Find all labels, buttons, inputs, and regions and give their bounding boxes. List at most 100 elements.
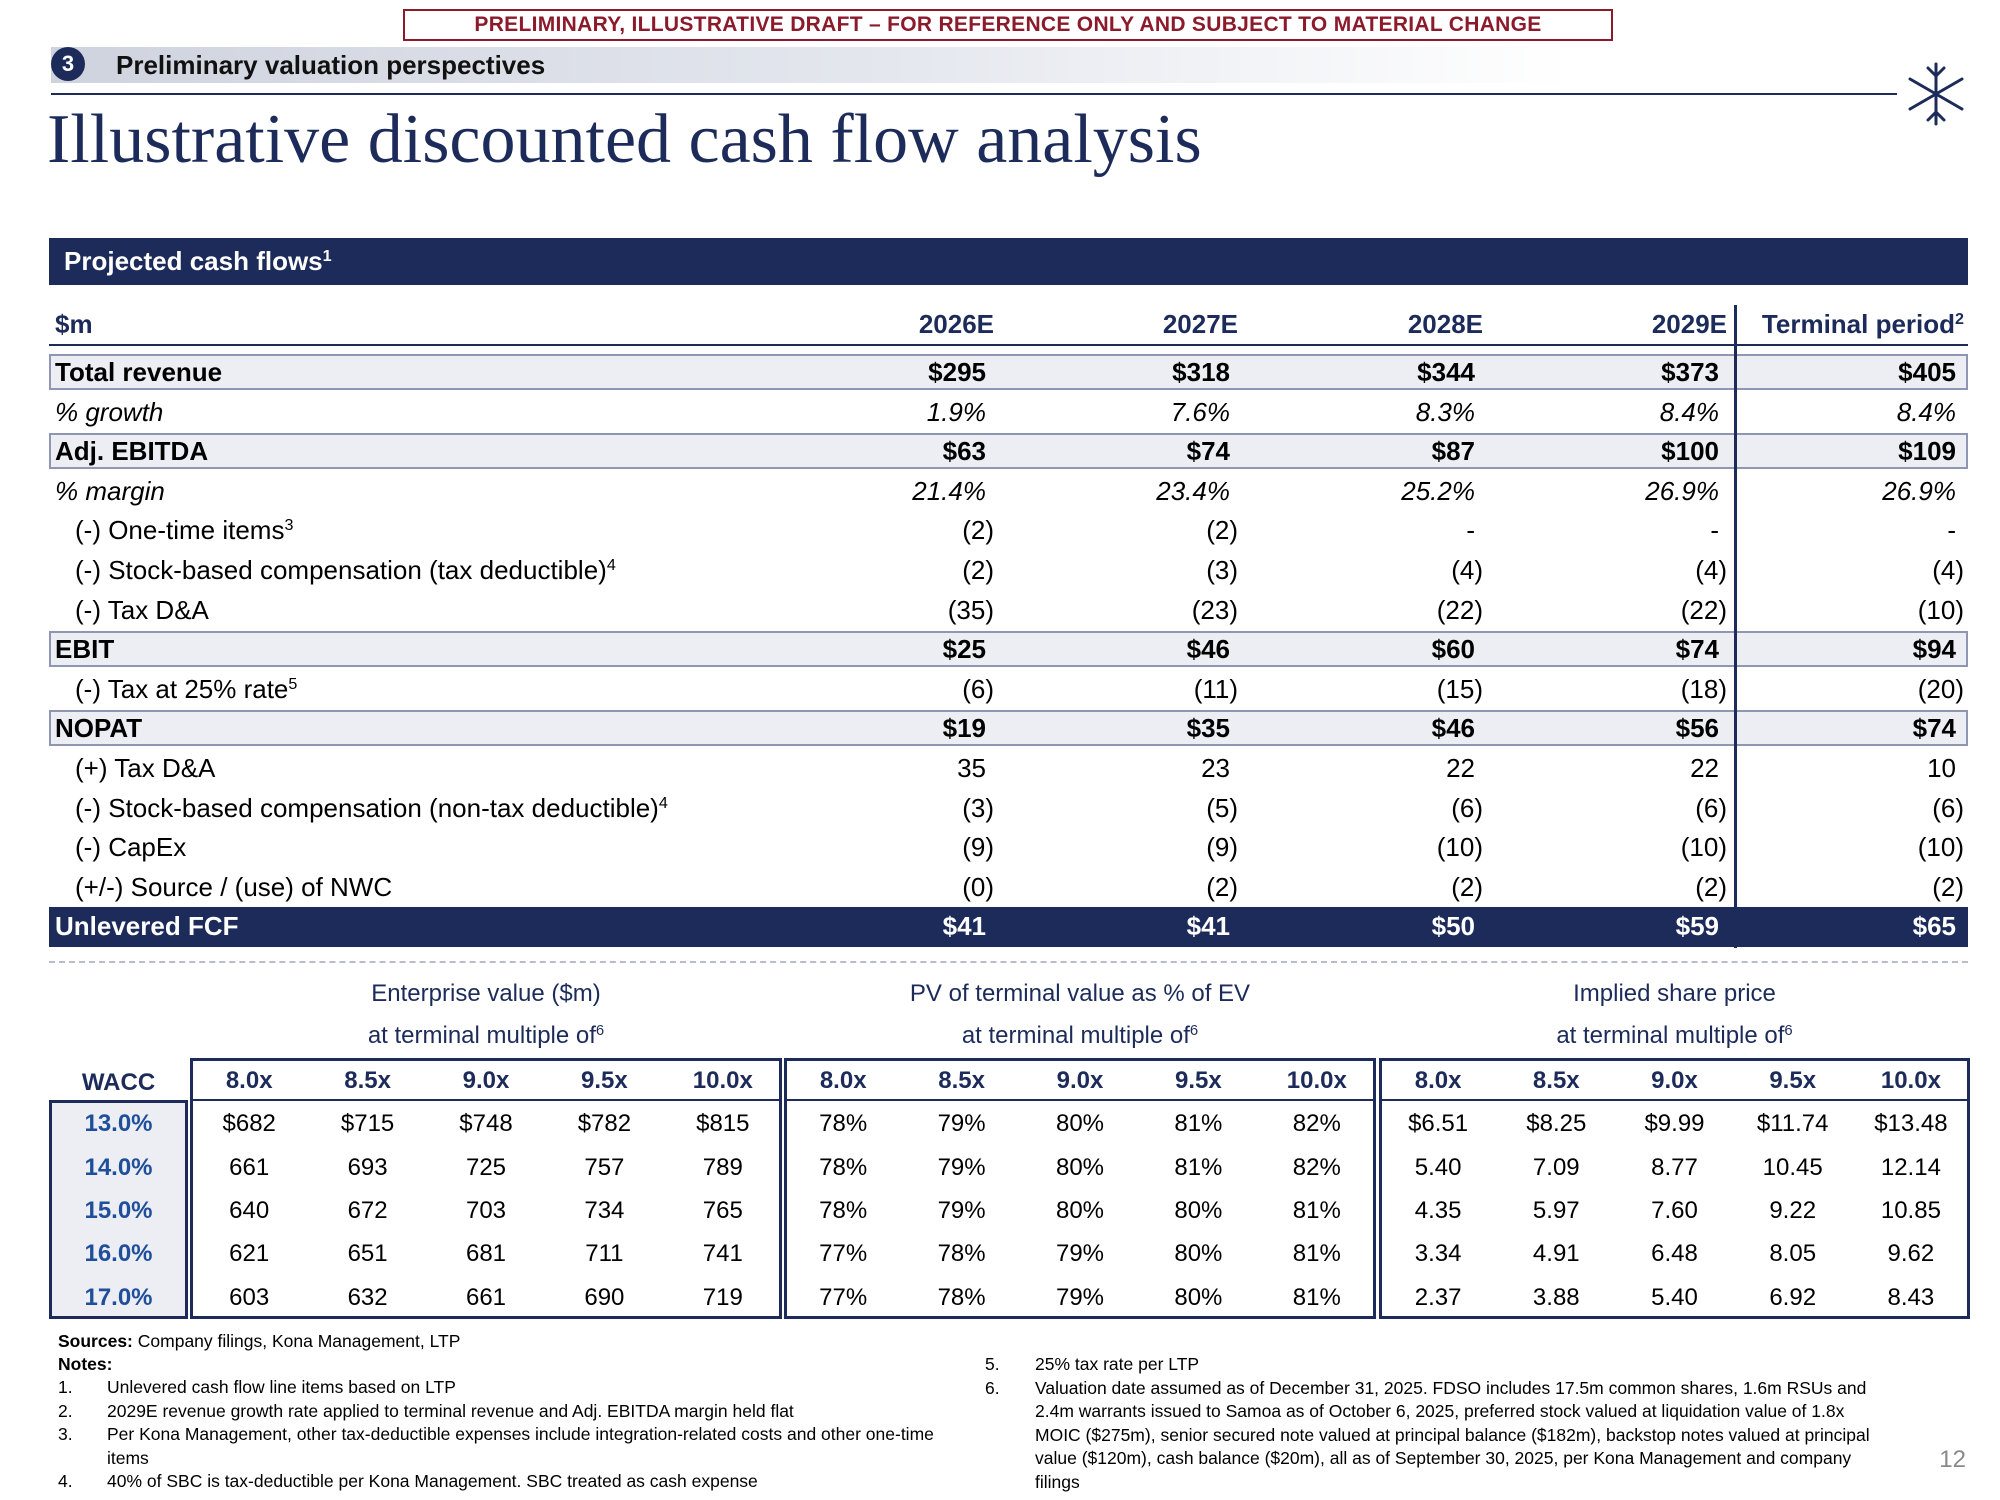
wacc-value: 15.0% (84, 1197, 153, 1224)
panel-value: 5.40 (1651, 1284, 1698, 1311)
panel-value: 81% (1174, 1154, 1223, 1181)
cell-value: (10) (1680, 832, 1727, 863)
panel-value: 78% (937, 1284, 986, 1311)
note-text: 2029E revenue growth rate applied to ter… (107, 1400, 794, 1421)
panel-value: 10.45 (1762, 1154, 1823, 1181)
panel-value: 7.60 (1651, 1197, 1698, 1224)
panel-value: 82% (1292, 1110, 1341, 1137)
panel-header-rule (190, 1099, 782, 1101)
cell-value: (9) (962, 832, 994, 863)
note-number: 4. (58, 1471, 73, 1491)
footnote-ref: 1 (322, 247, 332, 266)
footnote-ref: 6 (595, 1022, 605, 1039)
row-label: Total revenue (55, 353, 222, 391)
header-underline (49, 344, 1968, 346)
cell-value: $318 (1172, 357, 1230, 387)
row-label: (-) Stock-based compensation (tax deduct… (75, 551, 616, 589)
notes-column: 5. 25% tax rate per LTP 6. Valuation date a… (985, 1353, 1880, 1494)
draft-banner: PRELIMINARY, ILLUSTRATIVE DRAFT – FOR RE… (403, 9, 1613, 41)
cell-value: (18) (1680, 673, 1727, 704)
panel-column-header: 8.5x (938, 1067, 985, 1094)
footnote-ref: 6 (1784, 1022, 1793, 1039)
cell-value: 1.9% (926, 396, 986, 427)
panel-box (1379, 1058, 1970, 1319)
panel-title: Implied share price (1573, 980, 1776, 1007)
panel-box (190, 1058, 782, 1319)
row-label-text: (-) Tax at 25% rate (75, 673, 289, 704)
panel-value: 4.35 (1414, 1197, 1462, 1224)
row-label-text: Total revenue (55, 357, 223, 387)
cell-value: (2) (1932, 871, 1964, 902)
cell-value: (22) (1436, 594, 1483, 625)
cell-value: (3) (1206, 555, 1238, 585)
cell-value: (6) (1451, 792, 1483, 823)
panel-value: 5.40 (1414, 1154, 1462, 1181)
dashed-separator (49, 961, 1968, 963)
logo (1908, 62, 1964, 126)
wacc-value: 14.0% (84, 1154, 153, 1181)
row-label-text: NOPAT (55, 713, 143, 744)
panel-value: 672 (347, 1197, 388, 1224)
row-label-text: (+/-) Source / (use) of NWC (75, 871, 393, 902)
panel-value: 79% (937, 1197, 986, 1224)
panel-value: 79% (1055, 1284, 1105, 1311)
cell-value: $74 (1912, 713, 1956, 744)
panel-value: 603 (229, 1284, 270, 1311)
note-number: 2. (58, 1400, 73, 1421)
cell-value: (22) (1680, 594, 1727, 625)
panel-column-header: 9.0x (1056, 1067, 1104, 1094)
panel-title: PV of terminal value as % of EV (909, 980, 1251, 1007)
row-label: (-) Tax D&A (75, 591, 209, 629)
wacc-box (49, 1100, 188, 1319)
panel-value: 8.77 (1651, 1154, 1698, 1181)
note-text: 25% tax rate per LTP (1035, 1354, 1200, 1374)
header-cell: 2027E (1163, 305, 1238, 343)
cell-value: (6) (1695, 792, 1727, 823)
panel-subtitle: at terminal multiple of6 (684, 1017, 1476, 1055)
row-box (49, 354, 1968, 390)
panel-value: 81% (1292, 1240, 1341, 1267)
panel-value: 79% (937, 1110, 986, 1137)
panel-value: 78% (819, 1197, 868, 1224)
panel-value: 5.97 (1532, 1197, 1580, 1224)
panel-column-header: 9.0x (1651, 1067, 1698, 1094)
note-item: 4. 40% of SBC is tax-deductible per Kona … (58, 1470, 957, 1494)
sources: Sources: Company filings, Kona Managemen… (58, 1330, 460, 1354)
panel-value: 4.91 (1532, 1240, 1580, 1267)
wacc-value: 13.0% (84, 1110, 153, 1137)
note-text: Valuation date assumed as of December 31… (1035, 1377, 1870, 1492)
cell-value: $25 (942, 634, 986, 665)
panel-value: 80% (1055, 1197, 1105, 1224)
cell-value: 10 (1927, 753, 1956, 783)
cell-value: $87 (1431, 436, 1475, 467)
panel-value: 8.05 (1769, 1240, 1817, 1267)
row-label-text: (-) Stock-based compensation (non-tax de… (75, 792, 659, 823)
note-item: 3. Per Kona Management, other tax-deducti… (58, 1423, 957, 1470)
cell-value: (23) (1191, 594, 1238, 625)
panel-value: 640 (229, 1197, 270, 1224)
notes-label: Notes: (58, 1354, 113, 1374)
panel-value: 703 (465, 1197, 507, 1224)
cell-value: - (1710, 515, 1719, 546)
panel-value: 6.48 (1651, 1240, 1698, 1267)
cell-value: $60 (1431, 634, 1475, 665)
panel-value: 8.43 (1887, 1284, 1935, 1311)
cell-value: $373 (1661, 357, 1719, 387)
footnote-ref: 4 (658, 793, 668, 812)
cell-value: - (1466, 515, 1475, 546)
panel-header-rule (784, 1099, 1376, 1101)
wacc-value: 17.0% (84, 1284, 153, 1311)
note-item: 1. Unlevered cash flow line items based o… (58, 1376, 957, 1400)
column-divider (1734, 305, 1737, 948)
note-text: 40% of SBC is tax-deductible per Kona Ma… (107, 1471, 758, 1491)
footnote-ref: 4 (606, 556, 616, 575)
row-box (49, 710, 1968, 746)
panel-column-header: 8.5x (1532, 1067, 1580, 1094)
cell-value: (2) (1695, 871, 1727, 902)
cell-value: (2) (1451, 871, 1483, 902)
footnote-ref: 3 (284, 516, 294, 535)
panel-value: 632 (347, 1284, 388, 1311)
footnote-ref: 5 (288, 674, 298, 693)
wacc-header: WACC (81, 1069, 156, 1096)
row-label-text: EBIT (55, 634, 115, 665)
